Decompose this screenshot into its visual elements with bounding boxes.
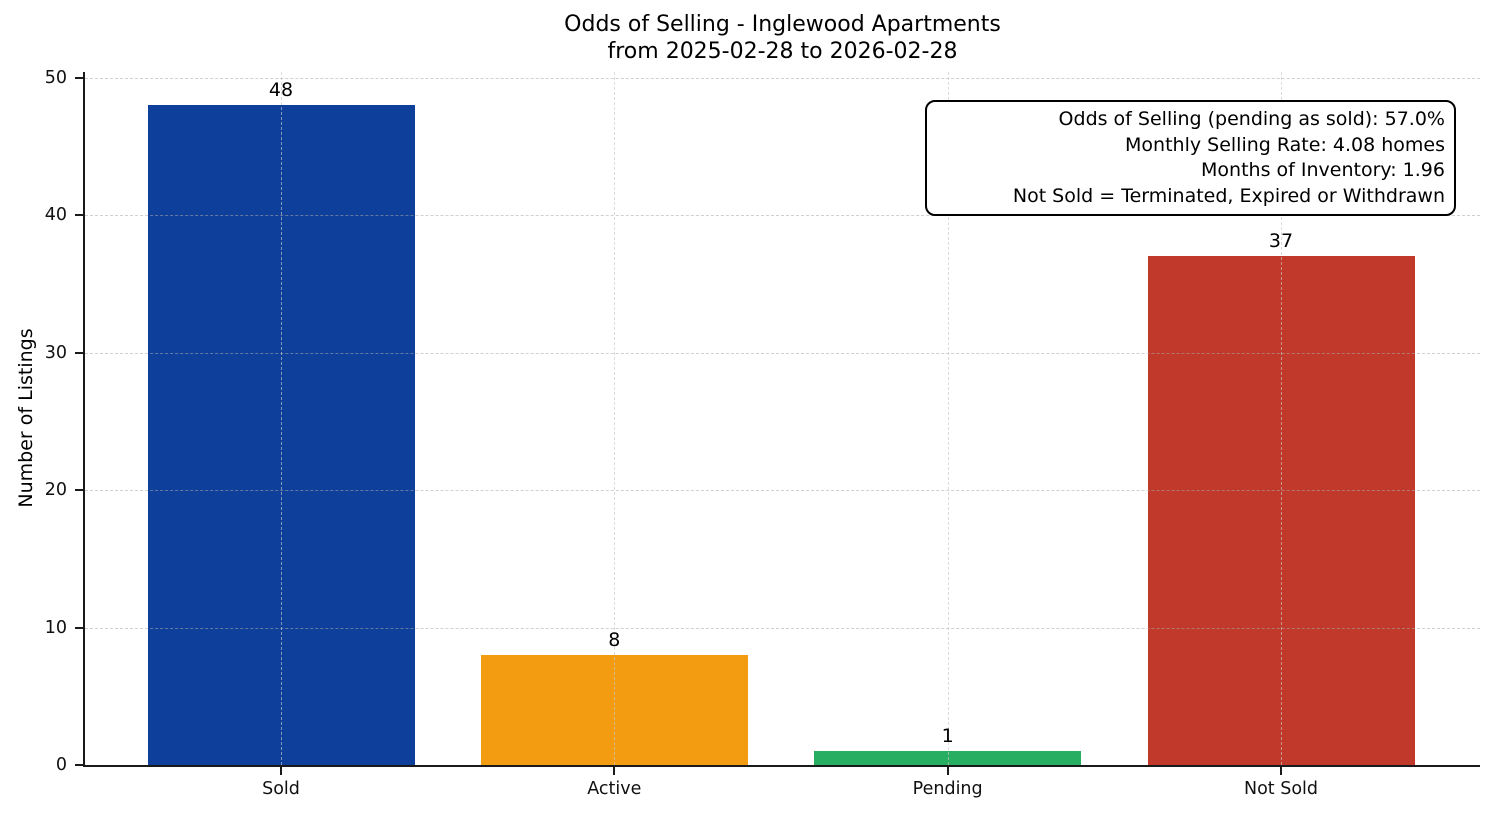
y-tick-mark-10	[75, 626, 85, 629]
bar-value-label-sold: 48	[268, 79, 294, 101]
x-tick-label-active: Active	[587, 779, 642, 799]
y-tick-mark-40	[75, 214, 85, 216]
y-tick-mark-20	[75, 489, 85, 491]
annotation-line-inventory: Months of Inventory: 1.96	[1201, 159, 1445, 181]
v-gridline-pending	[947, 72, 949, 765]
annotation-line-not-sold-def: Not Sold = Terminated, Expired or Withdr…	[1012, 184, 1445, 207]
y-tick-mark-50	[75, 76, 85, 79]
y-tick-label-0: 0	[55, 755, 67, 775]
y-tick-label-10: 10	[44, 617, 67, 638]
v-gridline-active	[614, 72, 616, 765]
x-tick-mark-sold	[280, 767, 282, 775]
y-tick-label-40: 40	[44, 205, 67, 225]
x-tick-mark-active	[613, 767, 616, 775]
y-tick-label-50: 50	[44, 67, 67, 88]
y-axis-spine	[83, 72, 85, 767]
y-tick-label-30: 30	[44, 342, 67, 363]
annotation-line-monthly-rate: Monthly Selling Rate: 4.08 homes	[1125, 133, 1445, 156]
bar-value-label-active: 8	[608, 629, 621, 651]
x-tick-mark-pending	[946, 767, 949, 775]
chart-title-line2: from 2025-02-28 to 2026-02-28	[607, 39, 958, 64]
v-gridline-sold	[281, 72, 282, 765]
chart-title: Odds of Selling - Inglewood Apartments f…	[85, 11, 1480, 65]
x-tick-label-sold: Sold	[262, 779, 300, 799]
y-tick-label-20: 20	[44, 480, 67, 500]
h-gridline-20	[85, 490, 1480, 491]
h-gridline-30	[85, 352, 1480, 354]
x-tick-label-not-sold: Not Sold	[1243, 779, 1318, 799]
x-tick-label-pending: Pending	[912, 779, 983, 799]
bar-value-label-not-sold: 37	[1268, 230, 1294, 253]
y-tick-mark-30	[75, 351, 85, 354]
y-tick-mark-0	[75, 764, 85, 766]
h-gridline-50	[85, 77, 1480, 79]
plot-area: 0 10 20 30 40 50 48 Sold 8 Active 1 Pending 37 Not So…	[45, 68, 1480, 799]
x-axis-spine	[83, 765, 1480, 767]
h-gridline-40	[85, 215, 1480, 216]
chart-title-line1: Odds of Selling - Inglewood Apartments	[564, 12, 1001, 37]
v-gridline-not-sold	[1281, 72, 1282, 765]
h-gridline-10	[85, 627, 1480, 629]
x-tick-mark-not-sold	[1280, 767, 1282, 775]
stats-annotation-box: Odds of Selling (pending as sold): 57.0%…	[925, 100, 1456, 216]
annotation-line-odds: Odds of Selling (pending as sold): 57.0%	[1058, 108, 1445, 130]
bar-value-label-pending: 1	[941, 725, 954, 748]
